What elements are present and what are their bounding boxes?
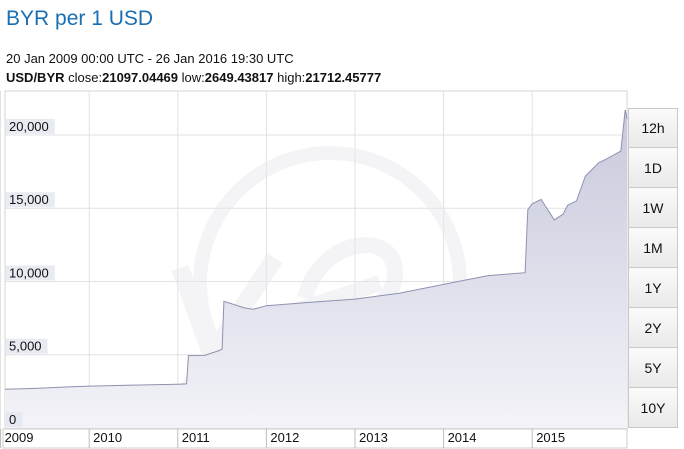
y-tick-label: 15,000 — [9, 192, 49, 207]
y-axis: 0 5,000 10,000 15,000 20,000 — [5, 118, 55, 427]
x-axis: 2009 2010 2011 2012 2013 2014 2015 — [0, 429, 565, 448]
y-tick-label-bg — [5, 412, 23, 427]
x-tick-label: 2014 — [448, 430, 477, 445]
x-tick-label: 2010 — [93, 430, 122, 445]
y-tick-label: 5,000 — [9, 339, 42, 354]
rate-area-fill — [5, 109, 627, 429]
y-tick-label-bg — [5, 192, 55, 208]
x-tick-label: 2015 — [536, 430, 565, 445]
range-button-1m[interactable]: 1M — [628, 228, 678, 268]
high-label: high: — [277, 70, 306, 85]
range-button-1d[interactable]: 1D — [628, 148, 678, 188]
close-label: close: — [68, 70, 103, 85]
y-tick-label-bg — [5, 118, 55, 134]
low-value: 2649.43817 — [204, 70, 274, 85]
y-tick-label-bg — [5, 265, 55, 281]
high-value: 21712.45777 — [305, 70, 382, 85]
x-tick-label: 2013 — [359, 430, 388, 445]
x-tick-label: 2009 — [5, 430, 34, 445]
y-tick-label: 10,000 — [9, 265, 49, 280]
range-button-1y[interactable]: 1Y — [628, 268, 678, 308]
page-title: BYR per 1 USD — [6, 7, 154, 30]
range-button-5y[interactable]: 5Y — [628, 348, 678, 388]
y-tick-label-bg — [5, 338, 48, 354]
date-range: 20 Jan 2009 00:00 UTC - 26 Jan 2016 19:3… — [6, 51, 294, 66]
range-button-1w[interactable]: 1W — [628, 188, 678, 228]
exchange-rate-chart: 0 5,000 10,000 15,000 20,000 2009 2010 2011 201… — [0, 90, 628, 449]
x-tick-label: 2012 — [270, 430, 299, 445]
y-tick-label: 0 — [9, 412, 16, 427]
currency-pair: USD/BYR — [6, 70, 65, 85]
y-tick-label: 20,000 — [9, 119, 49, 134]
range-button-10y[interactable]: 10Y — [628, 388, 678, 428]
time-range-selector: 12h 1D 1W 1M 1Y 2Y 5Y 10Y — [628, 108, 678, 428]
rate-series-line — [4, 109, 628, 390]
low-label: low: — [181, 70, 205, 85]
close-value: 21097.04469 — [102, 70, 179, 85]
x-axis-band — [2, 428, 628, 449]
range-button-2y[interactable]: 2Y — [628, 308, 678, 348]
rate-stats: USD/BYR close:21097.04469 low:2649.43817… — [6, 70, 381, 85]
x-tick-label: 2011 — [182, 430, 210, 445]
range-button-12h[interactable]: 12h — [628, 108, 678, 148]
